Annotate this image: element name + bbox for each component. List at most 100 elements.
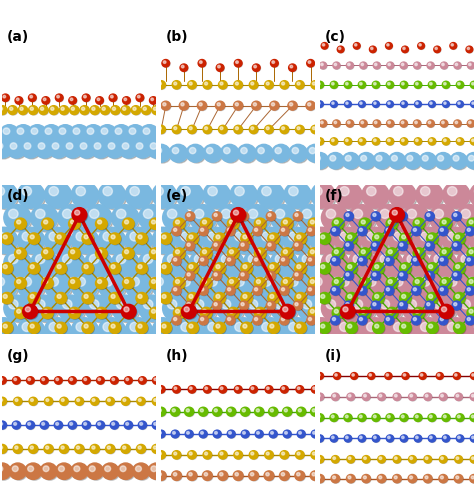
Circle shape — [188, 234, 199, 245]
Circle shape — [470, 138, 474, 145]
Circle shape — [473, 230, 474, 255]
Circle shape — [199, 407, 208, 416]
Circle shape — [295, 233, 306, 244]
Circle shape — [332, 394, 339, 401]
Circle shape — [321, 205, 348, 231]
Circle shape — [353, 254, 363, 264]
Circle shape — [241, 213, 244, 216]
Circle shape — [23, 305, 37, 318]
Circle shape — [309, 147, 316, 154]
Circle shape — [87, 252, 113, 277]
Circle shape — [111, 265, 115, 269]
Circle shape — [297, 265, 301, 269]
Circle shape — [319, 322, 330, 333]
Circle shape — [428, 265, 433, 269]
Circle shape — [414, 309, 425, 319]
Circle shape — [242, 323, 253, 334]
Circle shape — [212, 407, 222, 416]
Circle shape — [107, 398, 115, 406]
Circle shape — [291, 146, 308, 163]
Circle shape — [420, 277, 430, 286]
Circle shape — [0, 106, 7, 115]
Circle shape — [311, 318, 338, 344]
Circle shape — [1, 263, 13, 274]
Circle shape — [162, 324, 166, 328]
Circle shape — [235, 232, 244, 241]
Circle shape — [345, 101, 351, 108]
Circle shape — [337, 320, 364, 345]
Circle shape — [22, 322, 32, 331]
Circle shape — [28, 322, 40, 333]
Circle shape — [282, 387, 284, 389]
Circle shape — [109, 322, 121, 333]
Circle shape — [128, 230, 154, 255]
Circle shape — [289, 144, 307, 162]
Circle shape — [175, 250, 180, 254]
Circle shape — [374, 323, 385, 334]
Circle shape — [114, 207, 140, 232]
Circle shape — [0, 378, 2, 380]
Circle shape — [150, 97, 157, 105]
Circle shape — [14, 423, 17, 425]
Circle shape — [393, 232, 403, 241]
Circle shape — [360, 249, 372, 260]
Circle shape — [219, 252, 245, 277]
Circle shape — [358, 138, 365, 145]
Circle shape — [243, 432, 246, 434]
Circle shape — [331, 139, 334, 141]
Circle shape — [173, 317, 182, 325]
Circle shape — [243, 265, 247, 269]
Circle shape — [266, 386, 273, 393]
Circle shape — [152, 310, 155, 313]
Circle shape — [420, 322, 430, 331]
Circle shape — [125, 182, 152, 208]
Circle shape — [136, 143, 143, 149]
Circle shape — [265, 472, 274, 481]
Circle shape — [98, 227, 125, 253]
Circle shape — [184, 307, 189, 312]
Circle shape — [0, 230, 19, 255]
Circle shape — [398, 242, 407, 250]
Circle shape — [333, 476, 336, 479]
Circle shape — [112, 423, 115, 425]
Circle shape — [220, 127, 223, 129]
Text: (h): (h) — [166, 349, 188, 363]
Circle shape — [31, 250, 58, 276]
Circle shape — [317, 415, 324, 422]
Circle shape — [468, 121, 471, 124]
Circle shape — [69, 218, 80, 229]
Circle shape — [256, 409, 259, 412]
Circle shape — [111, 377, 118, 384]
Circle shape — [22, 232, 32, 241]
Circle shape — [401, 63, 404, 65]
Circle shape — [203, 125, 212, 133]
Circle shape — [440, 394, 447, 401]
Circle shape — [138, 235, 142, 239]
Circle shape — [443, 415, 446, 418]
Circle shape — [380, 209, 390, 218]
Circle shape — [321, 324, 325, 328]
Circle shape — [314, 320, 339, 345]
Circle shape — [9, 107, 18, 115]
Circle shape — [466, 317, 474, 325]
Circle shape — [405, 298, 431, 322]
Circle shape — [12, 466, 18, 472]
Circle shape — [455, 374, 457, 376]
Circle shape — [443, 182, 470, 208]
Circle shape — [228, 431, 236, 438]
Circle shape — [155, 320, 181, 345]
Circle shape — [340, 186, 349, 196]
Circle shape — [70, 98, 73, 101]
Circle shape — [296, 81, 305, 89]
Circle shape — [0, 320, 19, 345]
Circle shape — [331, 475, 340, 483]
Circle shape — [429, 138, 436, 145]
Circle shape — [27, 377, 35, 384]
Circle shape — [242, 264, 253, 275]
Circle shape — [11, 465, 27, 480]
Circle shape — [415, 121, 417, 124]
Circle shape — [100, 126, 118, 144]
Circle shape — [271, 102, 280, 111]
Circle shape — [262, 322, 271, 331]
Circle shape — [282, 317, 284, 320]
